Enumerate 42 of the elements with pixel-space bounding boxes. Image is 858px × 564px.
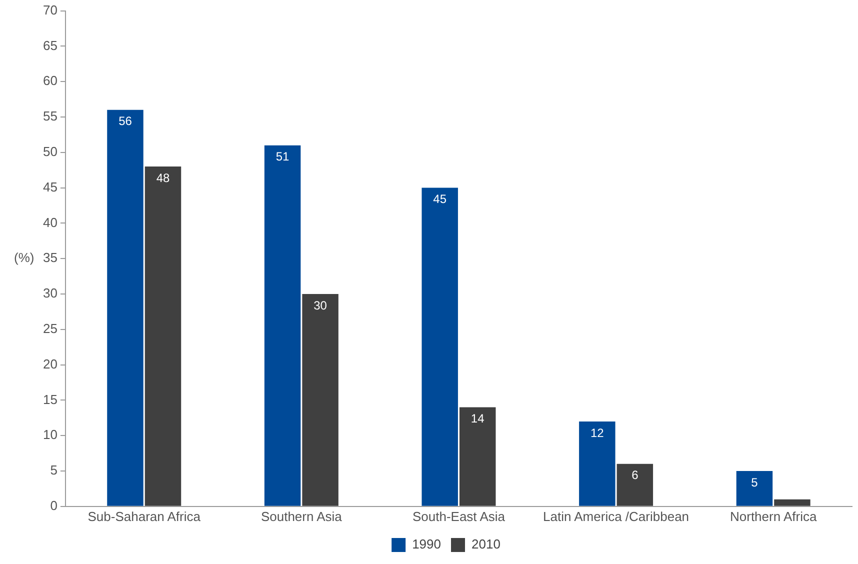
x-tick-label: South-East Asia (412, 508, 506, 524)
y-tick-label: 70 (42, 2, 58, 18)
bar (616, 464, 654, 506)
bar (422, 188, 458, 506)
y-tick-label: 15 (42, 392, 58, 407)
x-tick-label: Sub-Saharan Africa (88, 508, 202, 524)
bar (144, 166, 182, 506)
y-axis-title: (%) (14, 250, 34, 266)
x-tick-label: Latin America /Caribbean (543, 508, 690, 524)
bar (302, 294, 338, 506)
data-label: 51 (276, 150, 290, 164)
y-tick-label: 35 (42, 250, 58, 266)
legend-label: 1990 (412, 536, 441, 552)
data-label: 56 (118, 114, 132, 128)
y-tick-label: 25 (42, 320, 58, 336)
bar (774, 499, 810, 506)
data-label: 30 (314, 298, 328, 312)
legend-label: 2010 (472, 536, 500, 552)
bar (579, 421, 616, 506)
data-label: 6 (632, 468, 639, 482)
bar (459, 407, 496, 506)
data-label: 48 (156, 170, 170, 185)
y-tick-label: 10 (42, 427, 58, 442)
data-label: 5 (751, 475, 758, 490)
y-tick-label: 65 (42, 38, 58, 53)
data-label: 14 (470, 412, 485, 426)
data-label: 12 (590, 426, 604, 440)
y-tick-label: 0 (50, 498, 58, 513)
y-tick-label: 45 (42, 179, 58, 194)
data-label: 45 (433, 192, 447, 206)
bar (107, 110, 144, 506)
y-tick-label: 60 (42, 73, 58, 88)
y-tick-label: 30 (42, 286, 58, 301)
y-tick-label: 5 (50, 462, 58, 478)
x-tick-label: Southern Asia (260, 508, 343, 524)
y-tick-label: 20 (42, 356, 58, 372)
bar (736, 471, 773, 506)
y-tick-label: 40 (42, 214, 58, 230)
x-tick-label: Northern Africa (730, 508, 818, 524)
bar (264, 145, 301, 506)
y-tick-label: 50 (42, 144, 58, 159)
y-tick-label: 55 (42, 108, 58, 124)
